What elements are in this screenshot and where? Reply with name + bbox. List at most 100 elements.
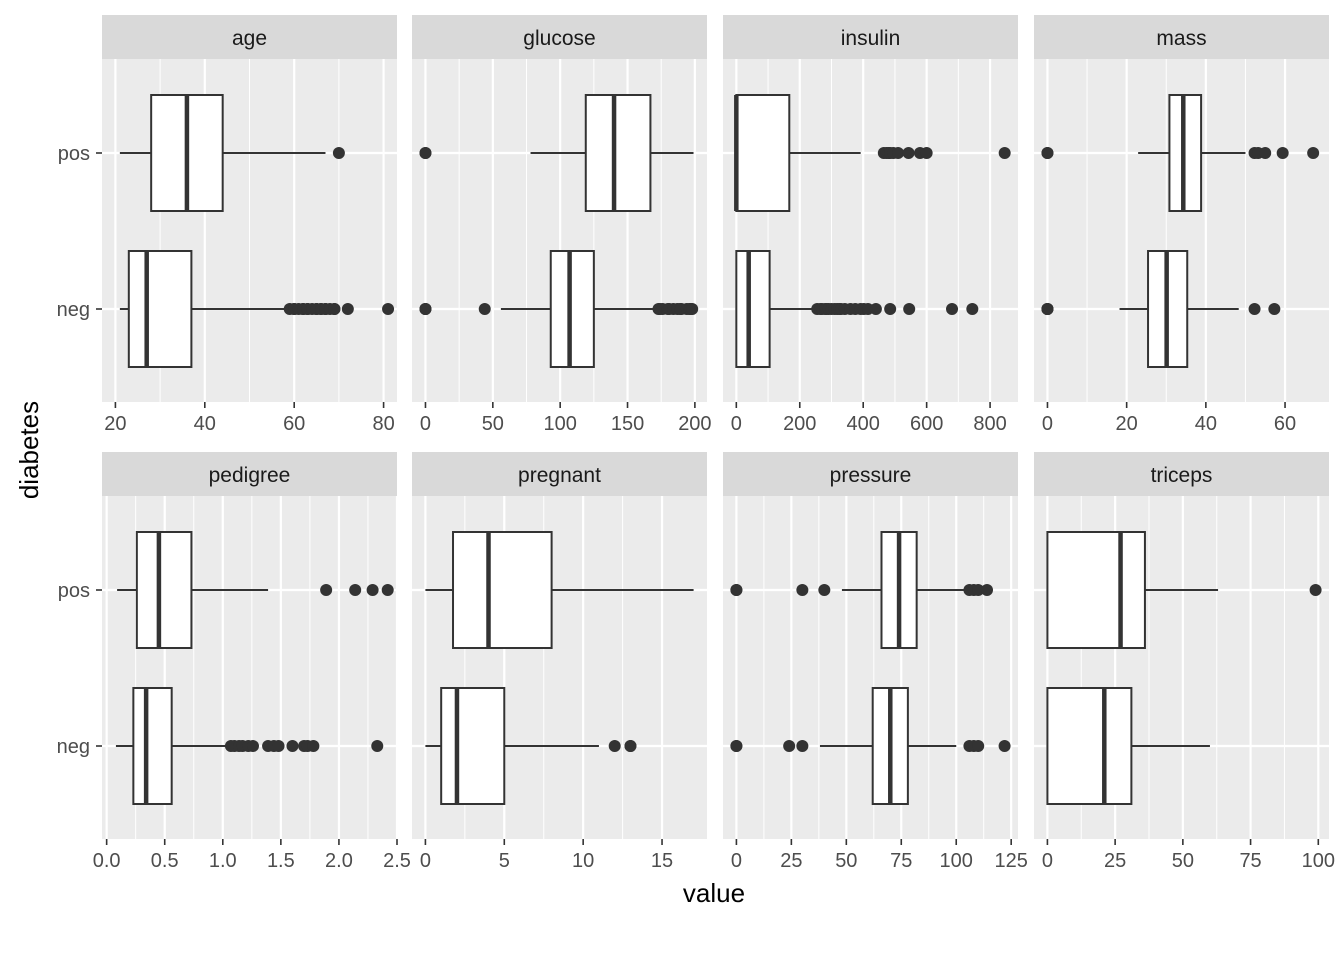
x-tick-label: 75 bbox=[890, 850, 912, 872]
facet-insulin: insulin 0 200 400 600 800 bbox=[723, 15, 1018, 435]
x-tick-label: 0 bbox=[420, 850, 431, 872]
x-tick-label: 2.5 bbox=[383, 850, 411, 872]
outlier-point bbox=[1276, 147, 1289, 159]
outlier-point bbox=[869, 303, 882, 315]
x-tick-label: 0 bbox=[731, 850, 742, 872]
facet-strip bbox=[102, 15, 397, 59]
box-iqr bbox=[1046, 687, 1133, 805]
boxplot-insulin-neg bbox=[735, 250, 979, 368]
outlier-point bbox=[920, 147, 933, 159]
x-tick-label: 200 bbox=[678, 413, 711, 435]
outlier-point bbox=[366, 584, 379, 596]
facet-strip-label: age bbox=[232, 27, 267, 50]
x-tick-label: 80 bbox=[372, 413, 394, 435]
facet-strip bbox=[723, 452, 1018, 496]
x-tick-label: 40 bbox=[194, 413, 216, 435]
outlier-point bbox=[884, 303, 897, 315]
x-tick-label: 0 bbox=[1042, 413, 1053, 435]
x-tick-label: 50 bbox=[482, 413, 504, 435]
outlier-point bbox=[371, 740, 384, 752]
boxplot-triceps-pos bbox=[1046, 531, 1322, 649]
x-tick-label: 0 bbox=[420, 413, 431, 435]
y-tick-label-pos: pos bbox=[58, 143, 90, 165]
box-iqr bbox=[440, 687, 506, 805]
box-iqr bbox=[135, 531, 193, 649]
facet-pedigree: pedigree 0.0 0.5 1.0 1.5 2.0 2.5 pos neg bbox=[57, 452, 411, 872]
outlier-point bbox=[796, 584, 809, 596]
boxplot-pressure-neg bbox=[730, 687, 1011, 805]
x-tick-label: 0.5 bbox=[151, 850, 179, 872]
boxplot-glucose-neg bbox=[419, 250, 699, 368]
outlier-point bbox=[946, 303, 959, 315]
facet-mass: mass 0 20 40 60 bbox=[1034, 15, 1329, 435]
x-tick-label: 100 bbox=[543, 413, 576, 435]
outlier-point bbox=[818, 584, 831, 596]
x-tick-label: 100 bbox=[1302, 850, 1335, 872]
box-iqr bbox=[549, 250, 595, 368]
facet-strip bbox=[102, 452, 397, 496]
outlier-point bbox=[349, 584, 362, 596]
x-tick-label: 400 bbox=[847, 413, 880, 435]
box-iqr bbox=[127, 250, 193, 368]
outlier-point bbox=[608, 740, 621, 752]
x-tick-label: 200 bbox=[783, 413, 816, 435]
outlier-point bbox=[328, 303, 341, 315]
boxplot-mass-pos bbox=[1041, 94, 1320, 212]
x-tick-label: 10 bbox=[572, 850, 594, 872]
facet-glucose: glucose 0 50 100 150 200 bbox=[412, 15, 712, 435]
facet-triceps: triceps 0 25 50 75 100 bbox=[1034, 452, 1335, 872]
facet-strip bbox=[723, 15, 1018, 59]
box-iqr bbox=[1046, 531, 1146, 649]
outlier-point bbox=[981, 584, 994, 596]
outlier-point bbox=[686, 303, 699, 315]
box-iqr bbox=[735, 250, 771, 368]
x-tick-label: 150 bbox=[611, 413, 644, 435]
x-tick-label: 60 bbox=[1274, 413, 1296, 435]
y-tick-label-neg: neg bbox=[57, 299, 90, 321]
y-tick-label-pos: pos bbox=[58, 580, 90, 602]
facet-strip-label: pregnant bbox=[518, 464, 601, 487]
outlier-point bbox=[624, 740, 637, 752]
facet-pressure: pressure 0 25 50 75 100 125 bbox=[723, 452, 1028, 872]
x-tick-label: 20 bbox=[104, 413, 126, 435]
outlier-point bbox=[1259, 147, 1272, 159]
x-tick-label: 100 bbox=[940, 850, 973, 872]
outlier-point bbox=[1307, 147, 1320, 159]
boxplot-pedigree-neg bbox=[115, 687, 384, 805]
outlier-point bbox=[307, 740, 320, 752]
boxplot-pedigree-pos bbox=[117, 531, 394, 649]
facet-strip-label: mass bbox=[1156, 27, 1206, 50]
facet-strip bbox=[412, 452, 707, 496]
box-iqr bbox=[452, 531, 553, 649]
outlier-point bbox=[998, 147, 1011, 159]
x-tick-label: 40 bbox=[1195, 413, 1217, 435]
outlier-point bbox=[419, 303, 432, 315]
outlier-point bbox=[320, 584, 333, 596]
outlier-point bbox=[1041, 303, 1054, 315]
boxplot-age-pos bbox=[119, 94, 345, 212]
x-tick-label: 15 bbox=[651, 850, 673, 872]
x-tick-label: 1.0 bbox=[209, 850, 237, 872]
outlier-point bbox=[382, 303, 395, 315]
outlier-point bbox=[730, 740, 743, 752]
outlier-point bbox=[381, 584, 394, 596]
boxplot-glucose-pos bbox=[419, 94, 694, 212]
x-tick-label: 125 bbox=[994, 850, 1027, 872]
facet-strip-label: insulin bbox=[841, 27, 901, 50]
outlier-point bbox=[272, 740, 285, 752]
x-tick-label: 0.0 bbox=[93, 850, 121, 872]
x-tick-label: 600 bbox=[910, 413, 943, 435]
outlier-point bbox=[1248, 303, 1261, 315]
boxplot-triceps-neg bbox=[1046, 687, 1210, 805]
x-tick-label: 0 bbox=[731, 413, 742, 435]
facet-strip-label: triceps bbox=[1151, 464, 1213, 487]
facet-strip-label: pressure bbox=[830, 464, 912, 487]
outlier-point bbox=[966, 303, 979, 315]
outlier-point bbox=[1268, 303, 1281, 315]
facet-strip bbox=[1034, 452, 1329, 496]
x-tick-label: 50 bbox=[1172, 850, 1194, 872]
outlier-point bbox=[419, 147, 432, 159]
x-tick-label: 1.5 bbox=[267, 850, 295, 872]
